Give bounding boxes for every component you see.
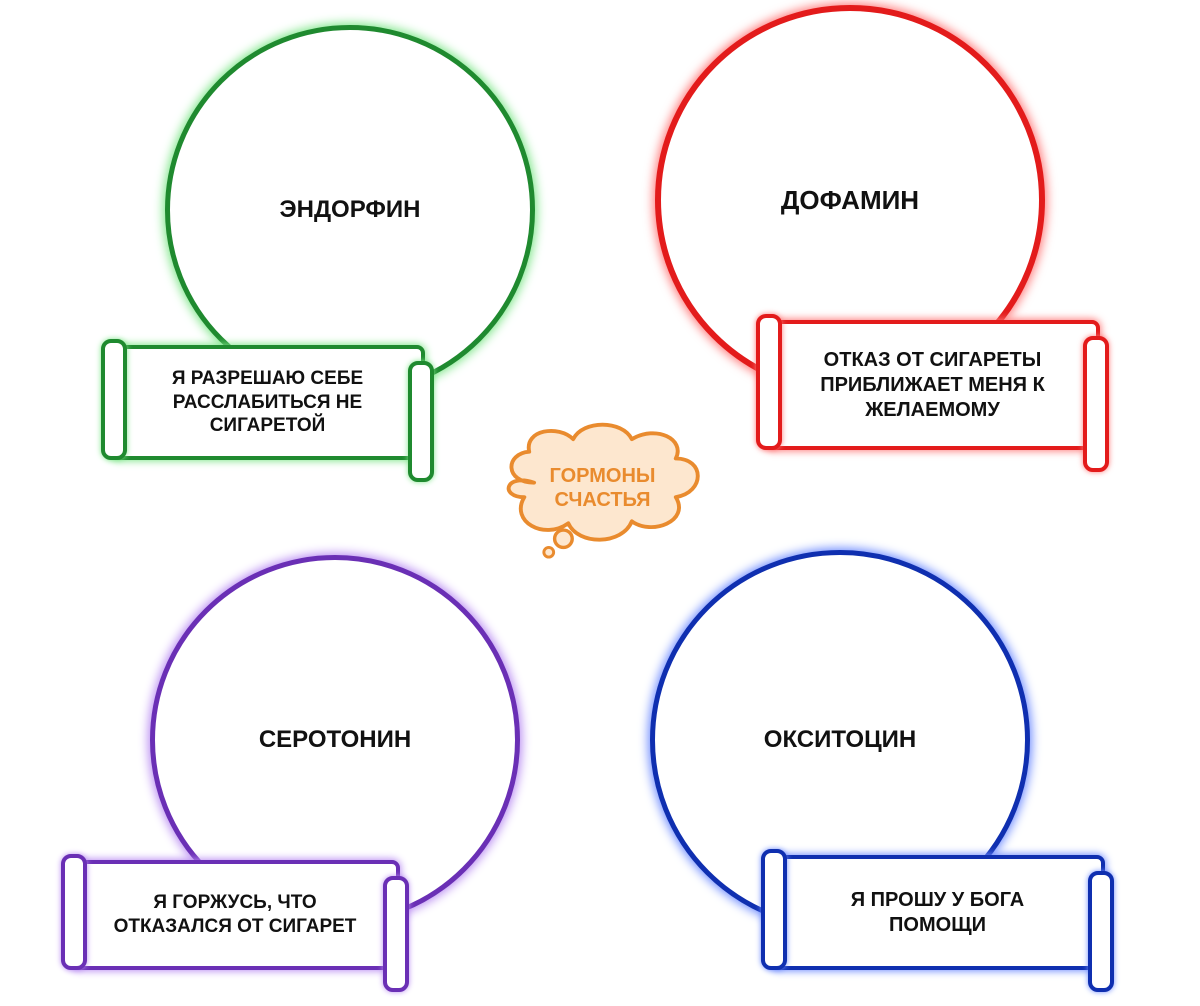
circle-oxytocin-label: ОКСИТОЦИН (764, 726, 916, 754)
scroll-roll-icon (761, 849, 787, 970)
circle-dopamine-label: ДОФАМИН (781, 185, 919, 216)
scroll-roll-icon (408, 361, 434, 482)
scroll-endorphin-text: Я РАЗРЕШАЮ СЕБЕ РАССЛАБИТЬСЯ НЕ СИГАРЕТО… (144, 367, 391, 438)
center-cloud-label: ГОРМОНЫ СЧАСТЬЯ (550, 464, 656, 512)
center-cloud-line2: СЧАСТЬЯ (554, 489, 650, 511)
scroll-roll-icon (61, 854, 87, 970)
scroll-serotonin: Я ГОРЖУСЬ, ЧТО ОТКАЗАЛСЯ ОТ СИГАРЕТ (70, 860, 400, 970)
scroll-oxytocin: Я ПРОШУ У БОГА ПОМОЩИ (770, 855, 1105, 970)
center-cloud: ГОРМОНЫ СЧАСТЬЯ (495, 415, 710, 560)
scroll-roll-icon (756, 314, 782, 450)
scroll-oxytocin-text: Я ПРОШУ У БОГА ПОМОЩИ (804, 888, 1071, 938)
scroll-roll-icon (1083, 336, 1109, 472)
scroll-endorphin: Я РАЗРЕШАЮ СЕБЕ РАССЛАБИТЬСЯ НЕ СИГАРЕТО… (110, 345, 425, 460)
scroll-dopamine: ОТКАЗ ОТ СИГАРЕТЫ ПРИБЛИЖАЕТ МЕНЯ К ЖЕЛА… (765, 320, 1100, 450)
circle-endorphin: ЭНДОРФИН (165, 25, 535, 395)
scroll-roll-icon (1088, 871, 1114, 992)
scroll-dopamine-text: ОТКАЗ ОТ СИГАРЕТЫ ПРИБЛИЖАЕТ МЕНЯ К ЖЕЛА… (799, 348, 1066, 423)
circle-endorphin-label: ЭНДОРФИН (280, 196, 421, 224)
scroll-roll-icon (383, 876, 409, 992)
diagram-stage: ЭНДОРФИН ДОФАМИН СЕРОТОНИН ОКСИТОЦИН Я Р… (0, 0, 1200, 1006)
scroll-roll-icon (101, 339, 127, 460)
scroll-serotonin-text: Я ГОРЖУСЬ, ЧТО ОТКАЗАЛСЯ ОТ СИГАРЕТ (104, 891, 366, 939)
center-cloud-line1: ГОРМОНЫ (550, 465, 656, 487)
circle-serotonin-label: СЕРОТОНИН (259, 726, 411, 754)
